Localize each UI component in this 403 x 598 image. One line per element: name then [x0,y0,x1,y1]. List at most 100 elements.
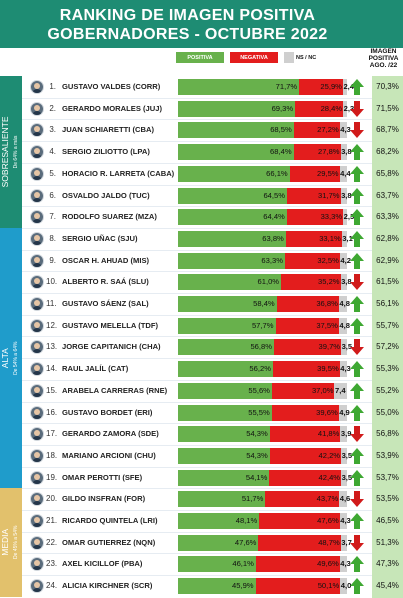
label-negative: 36,8% [316,299,338,308]
bar-negative [286,209,344,226]
rank-number: 22. [46,537,58,547]
avatar-face [34,148,40,155]
rank-number: 2. [49,103,56,113]
avatar-body [32,327,42,332]
governor-name: GUSTAVO BORDET (ERI) [62,407,153,417]
avatar-face [34,343,40,350]
avatar-face [34,104,40,111]
bar-negative [269,447,342,464]
label-negative: 49,6% [317,559,339,569]
rank-number: 23. [46,559,58,569]
rank-number: 16. [46,407,58,417]
table-row: 18. MARIANO ARCIONI (CHU) 54,3% 42,2% 3,5 53,… [0,445,403,466]
rank-number: 20. [46,494,58,504]
bar-ns [339,361,347,378]
bar-ns [339,491,347,508]
arrow-up-icon [350,469,364,486]
previous-image-header-line-2: POSITIVA [368,55,399,62]
bar-positive [178,274,282,291]
label-positive: 69,3% [271,103,294,113]
avatar-body [32,219,42,224]
bar-ns [342,79,347,95]
group-label-svg: MEDIA De 45% a 54% [0,525,19,559]
legend-swatch-ns [284,52,294,63]
governor-name: GUSTAVO SÁENZ (SAL) [62,299,149,308]
arrow-shape [350,578,364,595]
bar-ns [341,339,347,356]
label-negative: 37,5% [316,320,338,330]
avatar-body [32,371,42,376]
label-positive: 48,1% [235,516,258,525]
governor-name: ALBERTO R. SAÁ (SLU) [62,277,149,287]
legend-label-ns: NS / NC [296,55,317,61]
previous-image-column [372,76,403,598]
rank-number: 12. [46,320,58,330]
governor-name: JUAN SCHIARETTI (CBA) [62,125,154,135]
chart-title-line-1: RANKING DE IMAGEN POSITIVA [59,7,316,24]
table-row: 4. SERGIO ZILIOTTO (LPA) 68,4% 27,8% 3,8 68,2… [0,141,403,162]
governor-name: GERARDO MORALES (JUJ) [62,103,162,113]
row-separator [22,97,372,99]
bar-negative [299,79,343,95]
governor-name: ALICIA KIRCHNER (SCR) [62,581,153,591]
avatar [30,166,44,181]
bar-positive [178,122,294,139]
arrow-up-icon [350,230,364,247]
arrow-down-icon [350,122,364,139]
label-ns: 3,5 [341,450,353,460]
avatar-face [34,83,40,89]
bar-negative [284,252,340,269]
governor-name: GUSTAVO VALDES (CORR) [62,82,161,91]
avatar-face [34,321,40,328]
trend-down-icon [349,425,365,443]
trend-up-icon [349,252,365,270]
bar-negative [289,165,340,182]
bar-positive [178,230,286,247]
avatar-face [34,430,40,437]
governor-name: OSVALDO JALDO (TUC) [62,190,150,200]
previous-image-value: 68,2% [376,147,399,157]
rank-number: 14. [46,364,58,374]
previous-image-value: 65,8% [376,168,399,178]
avatar [30,253,44,268]
rank-number: 13. [46,342,58,352]
avatar-body [32,306,42,310]
arrow-up-icon [350,578,364,595]
arrow-shape [350,491,364,508]
row-separator [22,466,372,468]
label-positive: 54,1% [245,472,268,482]
group-band: MEDIA De 45% a 54% [0,488,22,597]
arrow-down-icon [350,426,364,443]
avatar-body [32,479,42,484]
label-positive: 63,8% [262,233,284,243]
row-separator [22,510,372,511]
arrow-down-icon [350,534,364,551]
label-positive: 64,4% [263,212,285,222]
arrow-up-icon [350,296,364,312]
group-label-svg: ALTA De 54% a 64% [0,341,19,375]
arrow-up-icon [350,187,364,204]
governor-name: SERGIO UÑAC (SJU) [62,233,138,243]
avatar-body [32,154,42,159]
rank-number: 4. [49,147,56,157]
label-negative: 50,1% [317,581,340,591]
row-separator [22,271,372,273]
bar-positive [178,578,256,595]
arrow-shape [350,426,364,443]
label-ns: 4,3 [340,559,351,569]
group-sublabel: De 45% a 54% [13,525,19,559]
bar-positive [178,447,270,464]
row-separator [22,358,372,360]
bar-negative [259,513,340,529]
label-positive: 68,5% [270,125,292,135]
legend-swatch-negative [230,52,278,63]
avatar [30,231,44,246]
arrow-up-icon [350,404,364,421]
trend-up-icon [349,447,365,465]
label-ns: 4,3 [340,364,351,374]
previous-image-value: 55,0% [376,407,399,417]
bar-negative [271,404,339,421]
group-sublabel: De 64% a más [13,135,19,168]
bar-positive [178,252,285,269]
avatar [30,145,44,160]
